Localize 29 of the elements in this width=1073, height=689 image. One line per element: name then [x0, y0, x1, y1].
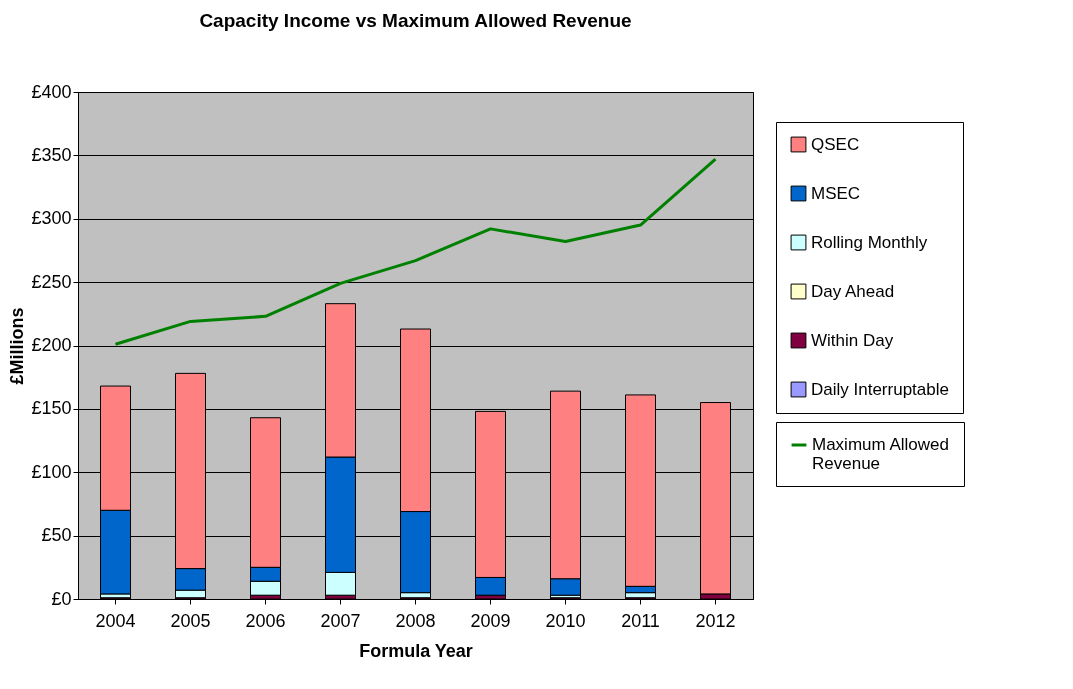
legend-label: Maximum Allowed Revenue [812, 435, 949, 473]
legend-label: Day Ahead [811, 281, 895, 301]
y-tick-label: £400 [31, 81, 72, 102]
x-tick-label: 2012 [695, 610, 736, 631]
line-series [114, 157, 717, 346]
legend-label: Daily Interruptable [811, 379, 949, 399]
y-tick-label: £100 [31, 461, 72, 482]
x-tick-label: 2004 [95, 610, 136, 631]
x-tick-label: 2005 [170, 610, 211, 631]
y-axis-title: £Millions [7, 307, 28, 385]
x-axis-title: Formula Year [359, 640, 473, 661]
legend-label: Rolling Monthly [811, 232, 928, 252]
y-tick-label: £50 [41, 525, 72, 546]
chart-title: Capacity Income vs Maximum Allowed Revenue [199, 10, 632, 31]
y-tick-label: £250 [31, 271, 72, 292]
x-tick-label: 2010 [545, 610, 586, 631]
x-tick-label: 2011 [621, 610, 660, 631]
y-tick-label: £0 [51, 588, 72, 609]
y-tick-label: £350 [31, 144, 72, 165]
legend-label: QSEC [811, 134, 860, 154]
x-tick-label: 2006 [245, 610, 286, 631]
x-tick-label: 2007 [320, 610, 361, 631]
y-tick-label: £150 [31, 398, 72, 419]
x-tick-label: 2008 [395, 610, 436, 631]
y-tick-label: £300 [31, 208, 72, 229]
y-tick-label: £200 [31, 335, 72, 355]
legend-label: Within Day [811, 330, 894, 350]
x-tick-label: 2009 [470, 610, 511, 631]
legend-label: MSEC [811, 183, 861, 203]
